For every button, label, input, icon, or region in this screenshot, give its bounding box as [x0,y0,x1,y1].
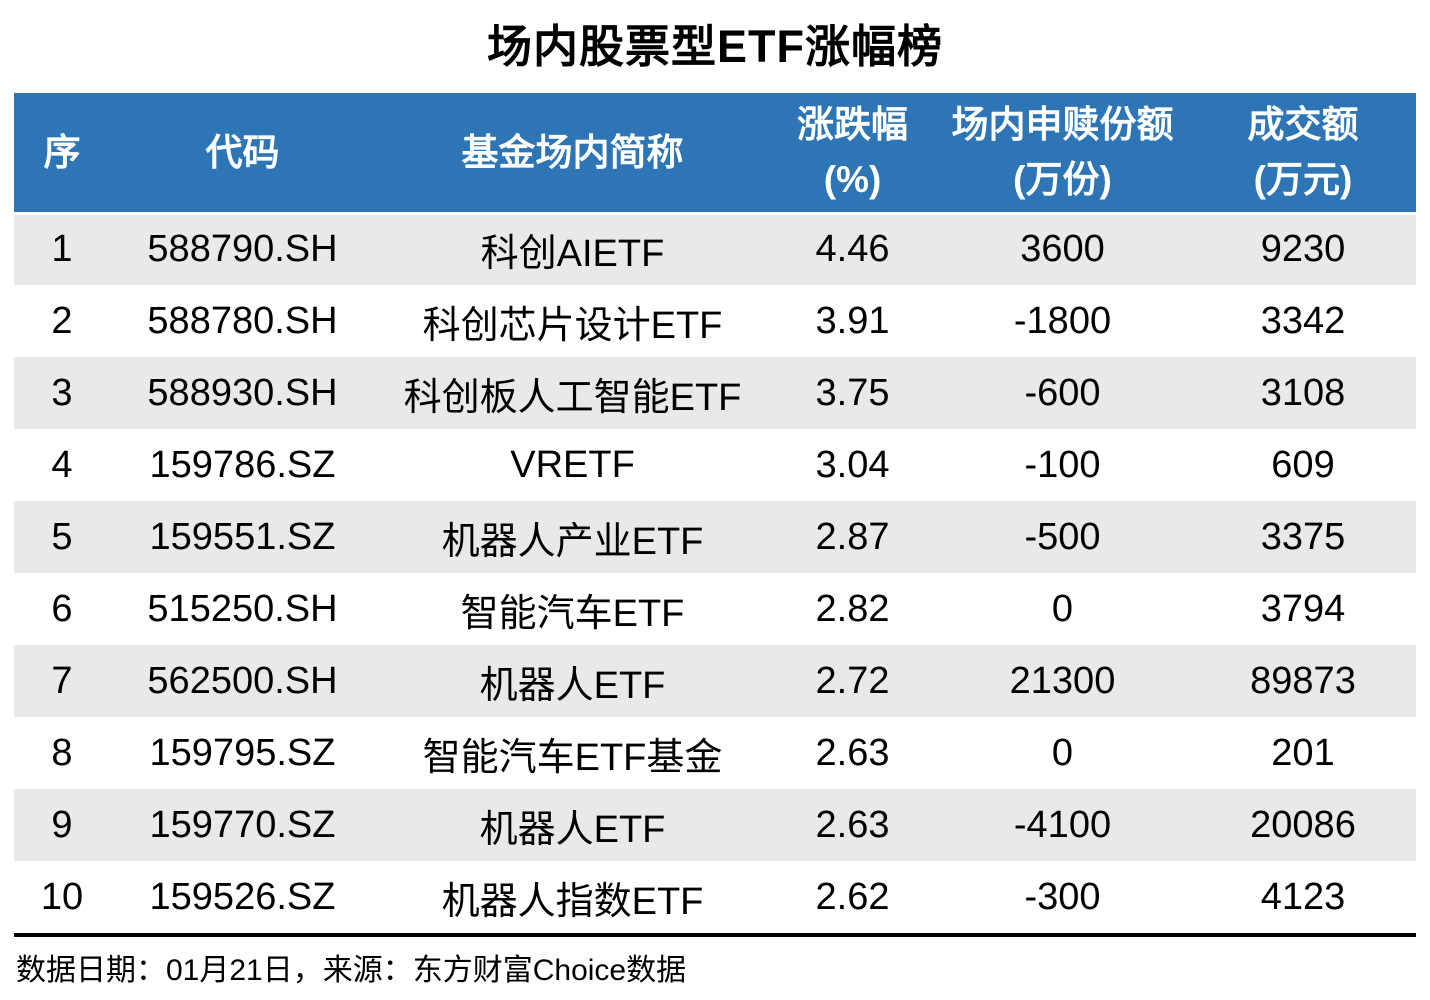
column-header-label: 成交额 [1247,103,1359,145]
table-row: 8 159795.SZ 智能汽车ETF基金 2.63 0 201 [14,717,1416,789]
cell-name: 科创芯片设计ETF [422,304,723,347]
cell-flow: 21300 [1009,659,1116,702]
table-header: 序 代码 基金场内简称 涨跌幅 (%) 场内申赎份额 (万份) 成交额 (万元) [14,93,1416,215]
cell-flow: 3600 [1020,228,1105,271]
cell-rank: 10 [40,875,84,918]
cell-turnover: 3794 [1260,587,1346,630]
cell-change_pct: 3.04 [815,443,890,486]
column-header-code: 代码 [110,93,375,215]
cell-turnover: 3108 [1260,371,1346,414]
cell-name: 智能汽车ETF [460,592,685,635]
cell-flow: -1800 [1013,299,1112,342]
column-header-label: 场内申赎份额 [951,103,1174,145]
cell-code: 159770.SZ [149,803,336,846]
cell-flow: -500 [1024,515,1101,558]
cell-flow: -4100 [1013,803,1112,846]
cell-change_pct: 2.82 [815,587,890,630]
column-header-label: 基金场内简称 [461,131,684,173]
cell-turnover: 3375 [1260,515,1346,558]
cell-turnover: 609 [1271,443,1335,486]
cell-change_pct: 2.63 [815,803,890,846]
cell-code: 562500.SH [147,659,338,702]
cell-name: 科创AIETF [480,233,665,276]
cell-flow: -600 [1024,371,1101,414]
cell-turnover: 9230 [1260,228,1346,271]
cell-rank: 1 [51,228,73,271]
cell-code: 588930.SH [147,371,338,414]
cell-change_pct: 2.62 [815,875,890,918]
cell-change_pct: 4.46 [815,228,890,271]
table-row: 2 588780.SH 科创芯片设计ETF 3.91 -1800 3342 [14,285,1416,357]
cell-code: 159551.SZ [149,515,336,558]
table-row: 1 588790.SH 科创AIETF 4.46 3600 9230 [14,213,1416,285]
cell-turnover: 89873 [1250,659,1356,702]
cell-turnover: 3342 [1260,299,1346,342]
cell-change_pct: 2.87 [815,515,890,558]
column-header-label: 涨跌幅 [797,103,908,145]
cell-rank: 7 [51,659,73,702]
cell-rank: 8 [51,731,73,774]
cell-flow: 0 [1051,587,1074,630]
cell-name: 智能汽车ETF基金 [422,736,723,779]
cell-name: 机器人ETF [479,664,666,707]
column-header-unit: (万元) [1253,159,1353,201]
table-row: 6 515250.SH 智能汽车ETF 2.82 0 3794 [14,573,1416,645]
table-header-row: 序 代码 基金场内简称 涨跌幅 (%) 场内申赎份额 (万份) 成交额 (万元) [14,93,1416,215]
column-header-change_pct: 涨跌幅 (%) [770,93,935,215]
column-header-label: 序 [43,131,81,173]
cell-change_pct: 3.75 [815,371,890,414]
table-row: 4 159786.SZ VRETF 3.04 -100 609 [14,429,1416,501]
source-note: 数据日期：01月21日，来源：东方财富Choice数据 [14,933,1416,989]
cell-rank: 3 [51,371,73,414]
column-header-rank: 序 [14,93,110,215]
cell-rank: 6 [51,587,73,630]
cell-code: 588780.SH [147,299,338,342]
column-header-flow: 场内申赎份额 (万份) [935,93,1190,215]
table-row: 9 159770.SZ 机器人ETF 2.63 -4100 20086 [14,789,1416,861]
cell-flow: 0 [1051,731,1074,774]
cell-rank: 9 [51,803,73,846]
cell-code: 159786.SZ [149,443,336,486]
column-header-label: 代码 [205,131,280,173]
cell-turnover: 4123 [1260,875,1346,918]
cell-change_pct: 3.91 [815,299,890,342]
table-row: 7 562500.SH 机器人ETF 2.72 21300 89873 [14,645,1416,717]
cell-rank: 4 [51,443,73,486]
cell-flow: -100 [1024,443,1101,486]
cell-name: 机器人产业ETF [441,520,704,563]
cell-code: 515250.SH [147,587,338,630]
column-header-turnover: 成交额 (万元) [1190,93,1416,215]
column-header-unit: (%) [823,159,882,201]
table-row: 3 588930.SH 科创板人工智能ETF 3.75 -600 3108 [14,357,1416,429]
table-body: 1 588790.SH 科创AIETF 4.46 3600 9230 2 588780.SH 科… [14,213,1416,933]
column-header-unit: (万份) [1013,159,1112,201]
page-title: 场内股票型ETF涨幅榜 [487,21,943,72]
cell-name: 机器人指数ETF [441,880,704,923]
cell-turnover: 201 [1271,731,1335,774]
cell-code: 588790.SH [147,228,338,271]
cell-change_pct: 2.72 [815,659,890,702]
cell-name: 科创板人工智能ETF [403,376,742,419]
cell-name: VRETF [510,443,635,486]
cell-flow: -300 [1024,875,1101,918]
table-row: 5 159551.SZ 机器人产业ETF 2.87 -500 3375 [14,501,1416,573]
etf-ranking-table: 序 代码 基金场内简称 涨跌幅 (%) 场内申赎份额 (万份) 成交额 (万元) 1 588790… [14,93,1416,933]
cell-turnover: 20086 [1250,803,1356,846]
cell-name: 机器人ETF [479,808,666,851]
column-header-name: 基金场内简称 [375,93,770,215]
cell-rank: 2 [51,299,73,342]
cell-code: 159795.SZ [149,731,336,774]
table-row: 10 159526.SZ 机器人指数ETF 2.62 -300 4123 [14,861,1416,933]
cell-code: 159526.SZ [149,875,336,918]
cell-change_pct: 2.63 [815,731,890,774]
cell-rank: 5 [51,515,73,558]
